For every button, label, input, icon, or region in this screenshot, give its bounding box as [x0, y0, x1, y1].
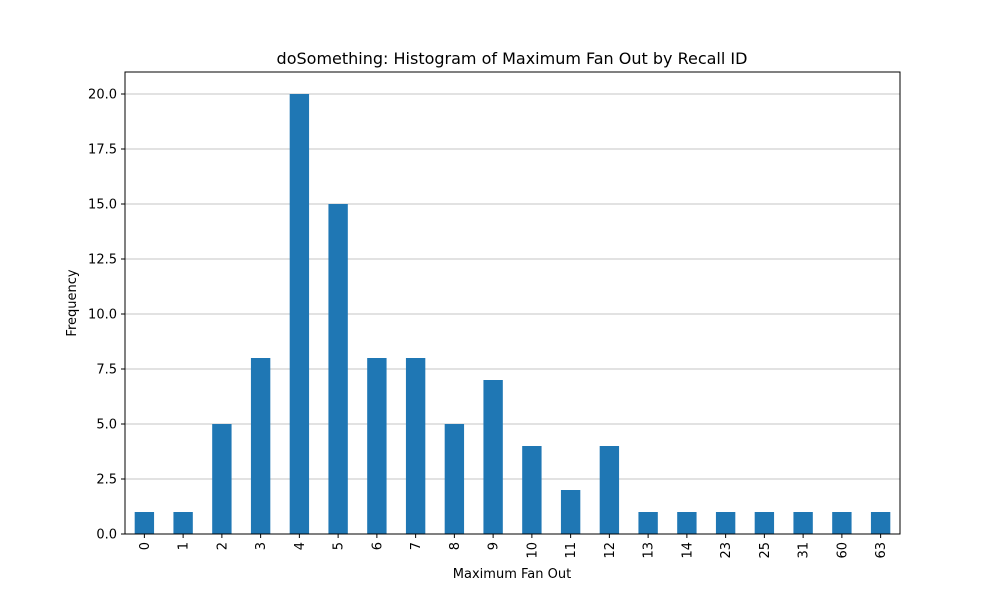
y-tick-label: 17.5 [88, 143, 117, 158]
bar [870, 512, 891, 534]
x-tick-label: 23 [719, 542, 734, 559]
bar [367, 358, 387, 534]
x-tick-label: 31 [797, 542, 812, 559]
x-axis: 0 1 2 3 4 5 6 7 8 9 10 11 12 13 14 23 25 31 60 63 [138, 534, 889, 559]
y-tick-label: 15.0 [88, 198, 117, 213]
bar [599, 446, 620, 534]
x-tick-label: 3 [254, 542, 269, 550]
bar [793, 512, 813, 534]
bar [212, 424, 232, 534]
bar [715, 512, 736, 534]
bar-series [134, 94, 891, 534]
y-axis-label: Frequency [65, 269, 80, 336]
x-tick-label: 63 [874, 542, 889, 559]
bar [289, 94, 310, 534]
bar [405, 358, 426, 534]
x-tick-label: 14 [680, 542, 695, 559]
x-tick-label: 8 [448, 542, 463, 550]
bar [173, 512, 193, 534]
y-tick-label: 12.5 [88, 253, 117, 268]
y-tick-label: 2.5 [96, 473, 117, 488]
x-tick-label: 6 [370, 542, 385, 550]
x-tick-label: 5 [332, 542, 347, 550]
y-tick-label: 7.5 [96, 363, 117, 378]
y-tick-label: 10.0 [88, 308, 117, 323]
bar [134, 512, 155, 534]
x-tick-label: 4 [293, 542, 308, 550]
y-tick-label: 0.0 [96, 528, 117, 543]
bar [560, 490, 581, 534]
chart-title: doSomething: Histogram of Maximum Fan Ou… [277, 49, 748, 68]
x-tick-label: 13 [642, 542, 657, 559]
x-tick-label: 11 [564, 542, 579, 559]
y-tick-label: 5.0 [96, 418, 117, 433]
bar [483, 380, 503, 534]
plot-area-frame [124, 71, 901, 535]
bar [328, 204, 348, 534]
y-gridlines [125, 93, 900, 535]
bar [832, 512, 852, 534]
x-tick-label: 60 [835, 542, 850, 559]
x-tick-label: 10 [525, 542, 540, 559]
y-axis: 0.0 2.5 5.0 7.5 10.0 12.5 15.0 17.5 20.0 [88, 88, 125, 543]
bar [522, 446, 542, 534]
x-tick-label: 9 [487, 542, 502, 550]
bar [444, 424, 465, 534]
x-tick-label: 12 [603, 542, 618, 559]
x-tick-label: 1 [177, 542, 192, 550]
bar [754, 512, 775, 534]
x-tick-label: 2 [215, 542, 230, 550]
bar [638, 512, 658, 534]
bar [250, 358, 271, 534]
x-tick-label: 25 [758, 542, 773, 559]
x-tick-label: 0 [138, 542, 153, 550]
bar [677, 512, 697, 534]
x-tick-label: 7 [409, 542, 424, 550]
x-axis-label: Maximum Fan Out [453, 567, 571, 582]
y-tick-label: 20.0 [88, 88, 117, 103]
